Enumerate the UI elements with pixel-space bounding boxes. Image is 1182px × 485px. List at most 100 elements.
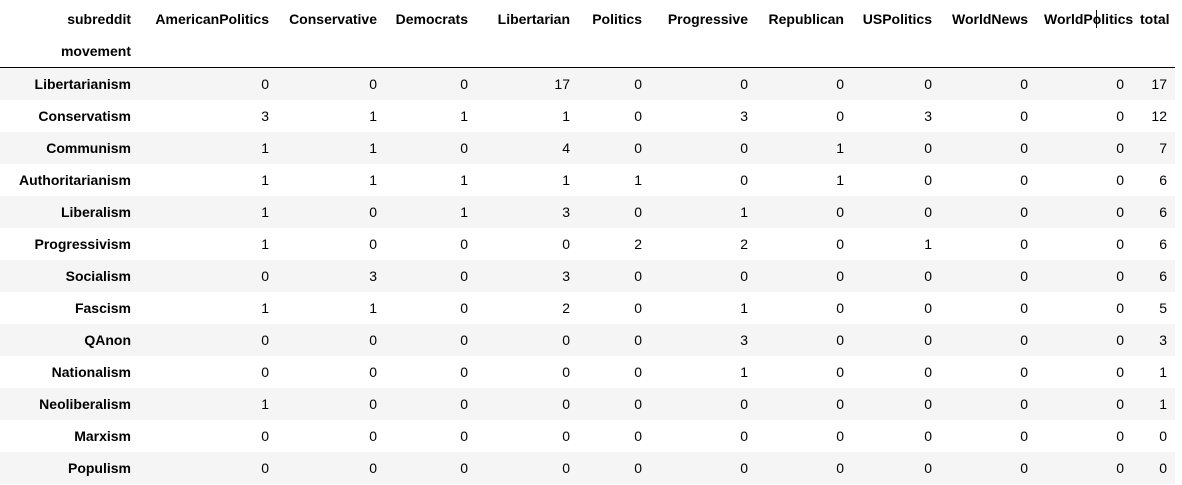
table-cell: 0: [562, 396, 570, 412]
table-cell: 7: [1159, 140, 1167, 156]
table-cell: 0: [924, 332, 932, 348]
table-cell: 3: [261, 108, 269, 124]
table-cell: 0: [634, 204, 642, 220]
empty-header-cell: [578, 35, 650, 68]
index-header-row: movement: [0, 35, 1175, 68]
table-cell: 1: [369, 140, 377, 156]
table-cell: 0: [924, 140, 932, 156]
empty-header-cell: [476, 35, 578, 68]
table-cell: 0: [924, 300, 932, 316]
row-index-label: QAnon: [84, 332, 131, 348]
table-cell: 2: [562, 300, 570, 316]
table-cell: 0: [1116, 108, 1124, 124]
table-cell: 0: [1159, 428, 1167, 444]
table-cell: 0: [460, 460, 468, 476]
empty-header-cell: [139, 35, 277, 68]
table-cell: 0: [634, 460, 642, 476]
table-cell: 0: [1116, 364, 1124, 380]
table-cell: 0: [369, 204, 377, 220]
row-index-label: Progressivism: [34, 236, 132, 252]
table-cell: 0: [1116, 428, 1124, 444]
table-cell: 0: [369, 364, 377, 380]
table-cell: 0: [1020, 140, 1028, 156]
table-cell: 0: [1020, 236, 1028, 252]
table-cell: 0: [634, 364, 642, 380]
table-cell: 3: [562, 268, 570, 284]
table-cell: 0: [369, 236, 377, 252]
table-cell: 0: [1020, 364, 1028, 380]
empty-header-cell: [385, 35, 476, 68]
table-row: Liberalism 1 0 1 3 0 1 0 0 0 0 6: [0, 196, 1175, 228]
table-cell: 6: [1159, 236, 1167, 252]
table-cell: 1: [836, 140, 844, 156]
table-cell: 0: [460, 300, 468, 316]
table-cell: 4: [562, 140, 570, 156]
table-cell: 1: [740, 364, 748, 380]
table-row: Nationalism 0 0 0 0 0 1 0 0 0 0 1: [0, 356, 1175, 388]
table-cell: 1: [460, 172, 468, 188]
row-index-label: Liberalism: [60, 204, 131, 220]
table-row: QAnon 0 0 0 0 0 3 0 0 0 0 3: [0, 324, 1175, 356]
table-cell: 0: [562, 364, 570, 380]
empty-header-cell: [1036, 35, 1132, 68]
table-cell: 1: [369, 300, 377, 316]
column-header: WorldNews: [952, 11, 1028, 27]
table-cell: 0: [460, 396, 468, 412]
table-cell: 0: [836, 108, 844, 124]
table-cell: 0: [562, 428, 570, 444]
row-index-label: Populism: [67, 460, 131, 476]
table-cell: 1: [261, 236, 269, 252]
column-header: Politics: [592, 11, 642, 27]
table-cell: 0: [634, 428, 642, 444]
table-cell: 1: [740, 204, 748, 220]
table-cell: 0: [740, 172, 748, 188]
table-cell: 0: [1116, 140, 1124, 156]
table-cell: 0: [1020, 332, 1028, 348]
table-cell: 0: [460, 76, 468, 92]
table-cell: 0: [1116, 300, 1124, 316]
table-cell: 0: [562, 332, 570, 348]
table-cell: 0: [740, 268, 748, 284]
table-cell: 0: [924, 204, 932, 220]
table-cell: 0: [1116, 204, 1124, 220]
table-cell: 0: [261, 460, 269, 476]
table-cell: 0: [1020, 268, 1028, 284]
table-cell: 3: [1159, 332, 1167, 348]
table-cell: 0: [634, 140, 642, 156]
table-cell: 0: [261, 268, 269, 284]
column-header: USPolitics: [862, 11, 932, 27]
row-index-label: Neoliberalism: [39, 396, 131, 412]
table-cell: 0: [1116, 236, 1124, 252]
table-cell: 0: [634, 76, 642, 92]
table-cell: 6: [1159, 204, 1167, 220]
table-body: Libertarianism 0 0 0 17 0 0 0 0 0 0 17 Conservatism 3…: [0, 67, 1175, 484]
table-cell: 0: [460, 332, 468, 348]
table-cell: 1: [369, 108, 377, 124]
row-index-label: Socialism: [65, 268, 131, 284]
table-cell: 0: [460, 140, 468, 156]
empty-header-cell: [277, 35, 385, 68]
row-index-label: Libertarianism: [34, 76, 131, 92]
column-header: Democrats: [395, 11, 468, 27]
table-row: Socialism 0 3 0 3 0 0 0 0 0 0 6: [0, 260, 1175, 292]
table-cell: 1: [1159, 364, 1167, 380]
table-cell: 0: [836, 364, 844, 380]
table-cell: 0: [924, 396, 932, 412]
table-cell: 3: [562, 204, 570, 220]
table-row: Progressivism 1 0 0 0 2 2 0 1 0 0 6: [0, 228, 1175, 260]
table-cell: 1: [460, 108, 468, 124]
empty-header-cell: [940, 35, 1036, 68]
table-cell: 1: [460, 204, 468, 220]
table-cell: 0: [369, 428, 377, 444]
table-cell: 0: [1020, 300, 1028, 316]
table-cell: 0: [836, 300, 844, 316]
table-cell: 0: [1116, 268, 1124, 284]
table-cell: 0: [836, 460, 844, 476]
row-index-label: Authoritarianism: [18, 172, 131, 188]
table-cell: 0: [460, 428, 468, 444]
table-cell: 0: [836, 204, 844, 220]
table-cell: 0: [1116, 396, 1124, 412]
table-cell: 0: [1116, 172, 1124, 188]
table-cell: 2: [740, 236, 748, 252]
